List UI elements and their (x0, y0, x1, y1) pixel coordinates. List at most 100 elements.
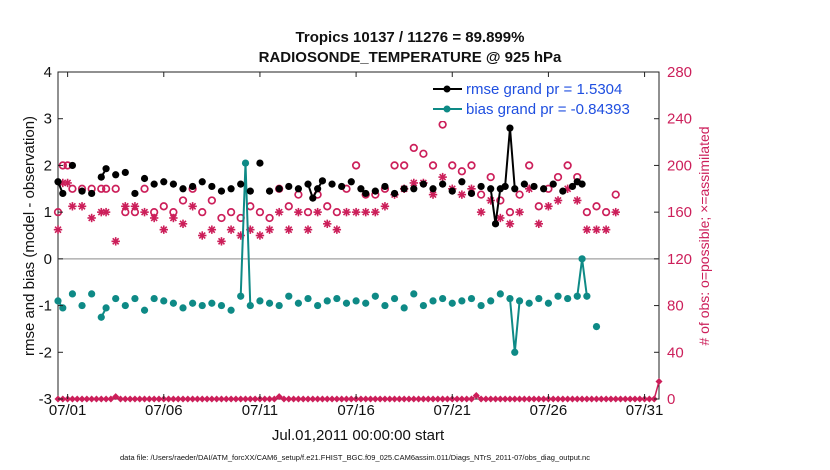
bias-point (140, 306, 149, 314)
obs-baseline-point (568, 395, 576, 403)
obs-baseline-point (136, 395, 144, 403)
obs-baseline-point (155, 395, 163, 403)
obs-assimilated-point (601, 225, 611, 234)
obs-assimilated-point (140, 207, 149, 217)
rmse-point (294, 185, 302, 193)
left-tick-label: -2 (39, 344, 52, 361)
obs-baseline-point (169, 395, 177, 403)
obs-possible-point (101, 184, 111, 193)
obs-baseline-point (621, 395, 629, 403)
bias-point (198, 301, 206, 310)
bias-point (237, 292, 245, 300)
obs-possible-point (303, 207, 313, 217)
rmse-point (477, 182, 485, 191)
obs-baseline-point (453, 395, 461, 403)
obs-baseline-point (631, 395, 639, 403)
bias-point (97, 313, 105, 321)
x-tick-label: 07/11 (242, 402, 278, 419)
rmse-point (318, 177, 327, 185)
rmse-point (578, 180, 586, 188)
x-axis-ticks: 07/01 07/06 07/11 07/16 07/21 07/26 07/31 (49, 72, 663, 419)
right-tick-label: 160 (667, 204, 692, 221)
rmse-point (371, 187, 379, 195)
rmse-point (160, 178, 168, 186)
obs-assimilated-point (380, 202, 390, 211)
obs-assimilated-point (159, 225, 168, 234)
obs-assimilated-point (323, 219, 332, 229)
obs-baseline-point (174, 395, 182, 403)
obs-baseline-point (520, 395, 528, 403)
obs-possible-point (563, 161, 572, 170)
rmse-point (400, 185, 408, 193)
obs-assimilated-point (582, 225, 592, 234)
obs-possible-point (601, 207, 611, 217)
obs-possible-point (207, 196, 217, 205)
obs-possible-point (284, 202, 293, 211)
obs-assimilated-point (409, 178, 418, 188)
obs-assimilated-point (476, 207, 486, 217)
bias-point (458, 297, 466, 305)
obs-baseline-point (410, 395, 418, 403)
obs-assimilated-point (573, 196, 582, 205)
right-tick-label: 40 (667, 344, 684, 361)
obs-baseline-point (73, 395, 81, 403)
left-tick-label: 4 (44, 64, 52, 81)
obs-possible-point (178, 196, 188, 205)
obs-assimilated-point (207, 225, 217, 234)
bias-point (88, 290, 96, 298)
x-tick-label: 07/16 (337, 402, 375, 419)
rmse-point (540, 185, 548, 193)
obs-assimilated-point (438, 172, 447, 182)
obs-baseline-point (583, 395, 591, 403)
bias-point (265, 299, 274, 307)
rmse-point (59, 189, 67, 198)
obs-assimilated-point (592, 225, 601, 234)
obs-baseline-point (434, 395, 442, 403)
obs-baseline-point (602, 395, 610, 403)
obs-baseline-point (463, 395, 471, 403)
obs-possible-point (400, 161, 409, 170)
obs-assimilated-point (121, 202, 130, 211)
obs-baseline-point (179, 395, 187, 403)
rmse-point (568, 182, 577, 191)
obs-baseline-point (141, 395, 149, 403)
obs-assimilated-point (284, 225, 293, 234)
rmse-point (256, 159, 264, 167)
obs-baseline-point (645, 395, 653, 403)
obs-baseline-point (145, 395, 153, 403)
obs-baseline-point (242, 395, 250, 403)
obs-baseline-point (530, 395, 538, 403)
obs-possible-point (476, 190, 486, 199)
rmse-point (285, 182, 293, 191)
obs-baseline-point (294, 395, 302, 403)
obs-baseline-point (102, 395, 110, 403)
bias-point (294, 299, 302, 307)
obs-possible-point (265, 213, 274, 223)
rmse-point (265, 187, 274, 195)
obs-baseline-point (472, 391, 480, 399)
obs-assimilated-point (544, 202, 553, 211)
obs-baseline-series (54, 377, 663, 403)
bias-point (314, 301, 322, 310)
obs-assimilated-point (457, 190, 467, 199)
rmse-point (520, 180, 528, 188)
rmse-point (246, 187, 254, 195)
rmse-point (78, 187, 86, 195)
left-tick-label: 3 (44, 111, 52, 128)
rmse-point (390, 189, 399, 198)
obs-baseline-point (419, 395, 427, 403)
bias-point (583, 292, 591, 300)
obs-assimilated-point (611, 207, 620, 217)
bias-point (208, 299, 216, 307)
obs-baseline-point (592, 395, 600, 403)
rmse-point (328, 180, 336, 188)
obs-baseline-point (626, 395, 634, 403)
legend-bias-label: bias grand pr = -0.84393 (466, 101, 630, 118)
bias-point (121, 301, 129, 310)
obs-baseline-point (83, 395, 91, 403)
legend-rmse-marker (443, 85, 451, 93)
obs-baseline-point (612, 395, 620, 403)
obs-baseline-point (342, 395, 350, 403)
obs-baseline-point (299, 395, 307, 403)
